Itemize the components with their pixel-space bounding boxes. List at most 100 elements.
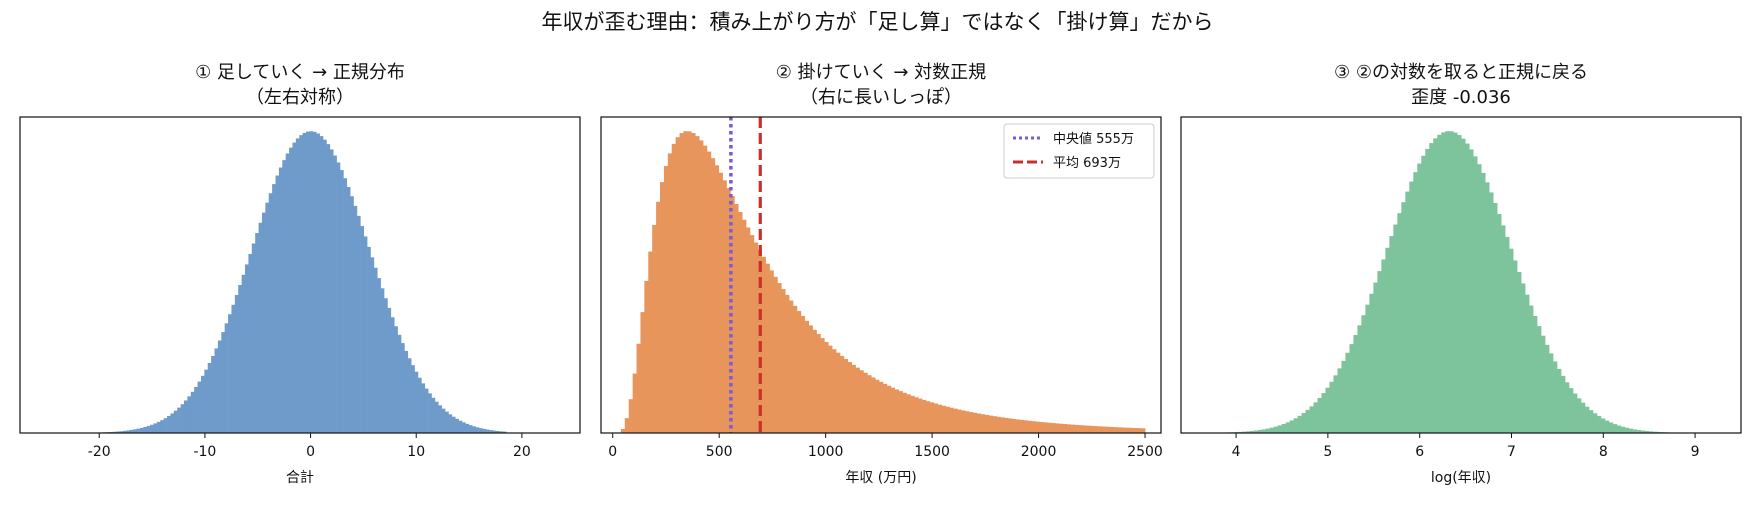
histogram-bar: [116, 431, 120, 433]
panel-2-xlabel: 年収 (万円): [845, 470, 916, 486]
histogram-bar: [177, 407, 181, 433]
histogram-bar: [1652, 431, 1658, 433]
histogram-bar: [687, 131, 692, 433]
histogram-bar: [1509, 248, 1514, 433]
histogram-bar: [1261, 429, 1266, 433]
histogram-bar: [659, 182, 665, 433]
histogram-bar: [906, 394, 911, 433]
histogram-bar: [1305, 409, 1310, 433]
histogram-bar: [289, 147, 293, 433]
histogram-bar: [170, 413, 175, 433]
histogram-bar: [1269, 427, 1274, 433]
histogram-bar: [1015, 419, 1021, 433]
histogram-bar: [282, 160, 287, 434]
histogram-bar: [1616, 425, 1622, 433]
histogram-bar: [502, 431, 507, 433]
histogram-bar: [306, 131, 310, 433]
histogram-bar: [1345, 352, 1350, 433]
histogram-bar: [360, 226, 365, 433]
histogram-bar: [804, 320, 809, 433]
histogram-bar: [667, 153, 673, 433]
histogram-bar: [482, 428, 487, 433]
histogram-bar: [1461, 138, 1466, 433]
histogram-bar: [1309, 406, 1314, 433]
histogram-bar: [1632, 429, 1638, 433]
histogram-bar: [1253, 430, 1258, 433]
histogram-bar: [217, 340, 222, 433]
histogram-bar: [679, 133, 684, 433]
histogram-bar: [319, 136, 324, 434]
histogram-bar: [1620, 426, 1626, 433]
histogram-bar: [738, 211, 743, 433]
histogram-bar: [863, 372, 868, 433]
histogram-bar: [640, 312, 645, 433]
histogram-bar: [855, 367, 860, 433]
histogram-bar: [1117, 427, 1122, 433]
histogram-bar: [984, 414, 989, 433]
histogram-bar: [1023, 420, 1029, 433]
histogram-bar: [258, 222, 263, 433]
histogram-bar: [299, 135, 303, 433]
histogram-bar: [1537, 326, 1542, 433]
histogram-bar: [1608, 422, 1614, 433]
histogram-bar: [241, 274, 246, 433]
histogram-bar: [245, 264, 249, 433]
histogram-bar: [941, 405, 946, 433]
histogram-bar: [663, 166, 669, 433]
histogram-bar: [204, 369, 209, 433]
x-tick-label: 0: [306, 444, 315, 460]
histogram-bar: [1105, 426, 1111, 433]
histogram-bar: [980, 414, 986, 433]
histogram-bar: [914, 397, 919, 433]
histogram-bar: [683, 131, 688, 433]
histogram-bar: [996, 416, 1001, 433]
panel-1-frame: [19, 116, 581, 434]
histogram-bar: [255, 233, 259, 433]
histogram-bar: [129, 429, 134, 433]
histogram-bar: [925, 401, 931, 433]
histogram-bar: [710, 158, 716, 433]
histogram-bar: [394, 326, 398, 433]
histogram-bar: [1560, 375, 1566, 433]
histogram-bar: [1113, 427, 1118, 433]
histogram-bar: [472, 426, 476, 433]
histogram-bar: [785, 294, 790, 433]
histogram-bar: [343, 178, 348, 433]
histogram-bar: [1019, 419, 1025, 433]
histogram-bar: [1086, 425, 1091, 433]
histogram-bar: [1425, 148, 1430, 433]
histogram-bar: [1493, 203, 1498, 433]
histogram-bar: [190, 391, 195, 433]
histogram-bar: [458, 420, 463, 433]
histogram-bar: [197, 381, 202, 433]
histogram-bar: [1449, 131, 1454, 433]
histogram-bar: [1413, 172, 1418, 433]
histogram-bar: [1501, 225, 1506, 433]
histogram-bar: [1369, 293, 1374, 433]
histogram-bar: [777, 283, 782, 433]
histogram-bar: [1321, 393, 1326, 433]
histogram-bar: [988, 415, 993, 433]
histogram-bar: [370, 257, 375, 433]
histogram-bar: [251, 243, 256, 433]
histogram-bar: [278, 167, 283, 433]
panel-3-title: ③ ②の対数を取ると正規に戻る: [1334, 62, 1588, 83]
histogram-bar: [445, 411, 449, 433]
histogram-bar: [346, 187, 351, 433]
histogram-bar: [228, 314, 232, 433]
histogram-bar: [265, 202, 270, 433]
histogram-bar: [1325, 387, 1330, 433]
histogram-bar: [808, 325, 813, 433]
x-tick-label: 2500: [1127, 444, 1163, 460]
histogram-bar: [275, 175, 280, 433]
histogram-bar: [1576, 398, 1582, 433]
histogram-bar: [1385, 247, 1390, 433]
panel-3-xlabel: log(年収): [1431, 470, 1491, 486]
histogram-bar: [1521, 283, 1526, 433]
histogram-bar: [953, 408, 958, 433]
histogram-bar: [843, 359, 849, 433]
histogram-bar: [468, 425, 473, 433]
histogram-bar: [173, 410, 178, 433]
histogram-bar: [1109, 426, 1115, 433]
histogram-bar: [1058, 423, 1064, 433]
